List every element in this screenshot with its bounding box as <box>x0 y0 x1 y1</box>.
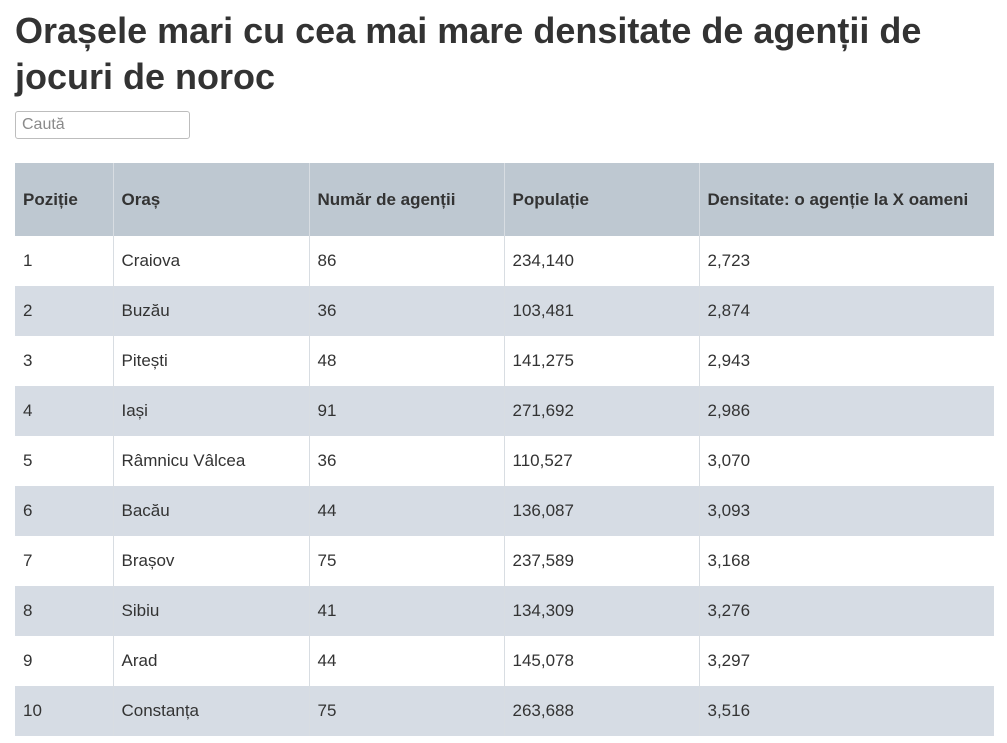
cell-densitate: 2,986 <box>699 386 994 436</box>
cell-densitate: 3,516 <box>699 686 994 736</box>
cell-pozitie: 5 <box>15 436 114 486</box>
cell-densitate: 3,093 <box>699 486 994 536</box>
table-header-row: Poziție Oraș Număr de agenții Populație … <box>15 163 994 236</box>
cell-oras: Râmnicu Vâlcea <box>113 436 310 486</box>
cell-pozitie: 10 <box>15 686 114 736</box>
cell-oras: Sibiu <box>113 586 310 636</box>
cell-densitate: 2,874 <box>699 286 994 336</box>
column-header-densitate[interactable]: Densitate: o agenție la X oameni <box>699 163 994 236</box>
cell-populatie: 103,481 <box>504 286 700 336</box>
cell-numar-agentii: 36 <box>309 286 505 336</box>
cell-populatie: 145,078 <box>504 636 700 686</box>
table-row: 10 Constanța 75 263,688 3,516 <box>15 686 994 736</box>
cell-pozitie: 4 <box>15 386 114 436</box>
cell-numar-agentii: 48 <box>309 336 505 386</box>
data-table: Poziție Oraș Număr de agenții Populație … <box>15 163 994 736</box>
cell-pozitie: 2 <box>15 286 114 336</box>
table-row: 1 Craiova 86 234,140 2,723 <box>15 236 994 286</box>
cell-populatie: 134,309 <box>504 586 700 636</box>
column-header-numar-agentii[interactable]: Număr de agenții <box>309 163 505 236</box>
cell-numar-agentii: 44 <box>309 636 505 686</box>
cell-populatie: 237,589 <box>504 536 700 586</box>
cell-pozitie: 9 <box>15 636 114 686</box>
cell-pozitie: 1 <box>15 236 114 286</box>
table-row: 5 Râmnicu Vâlcea 36 110,527 3,070 <box>15 436 994 486</box>
cell-populatie: 263,688 <box>504 686 700 736</box>
table-row: 3 Pitești 48 141,275 2,943 <box>15 336 994 386</box>
column-header-oras[interactable]: Oraș <box>113 163 310 236</box>
column-header-pozitie[interactable]: Poziție <box>15 163 114 236</box>
cell-populatie: 234,140 <box>504 236 700 286</box>
cell-oras: Brașov <box>113 536 310 586</box>
cell-populatie: 136,087 <box>504 486 700 536</box>
cell-numar-agentii: 75 <box>309 536 505 586</box>
cell-populatie: 110,527 <box>504 436 700 486</box>
cell-oras: Pitești <box>113 336 310 386</box>
cell-densitate: 3,276 <box>699 586 994 636</box>
cell-numar-agentii: 86 <box>309 236 505 286</box>
cell-oras: Bacău <box>113 486 310 536</box>
cell-densitate: 2,943 <box>699 336 994 386</box>
cell-oras: Iași <box>113 386 310 436</box>
cell-numar-agentii: 36 <box>309 436 505 486</box>
cell-numar-agentii: 91 <box>309 386 505 436</box>
cell-pozitie: 7 <box>15 536 114 586</box>
cell-numar-agentii: 75 <box>309 686 505 736</box>
cell-populatie: 141,275 <box>504 336 700 386</box>
cell-pozitie: 3 <box>15 336 114 386</box>
table-row: 4 Iași 91 271,692 2,986 <box>15 386 994 436</box>
cell-oras: Buzău <box>113 286 310 336</box>
cell-densitate: 3,070 <box>699 436 994 486</box>
table-row: 9 Arad 44 145,078 3,297 <box>15 636 994 686</box>
cell-oras: Arad <box>113 636 310 686</box>
cell-pozitie: 8 <box>15 586 114 636</box>
cell-densitate: 2,723 <box>699 236 994 286</box>
cell-populatie: 271,692 <box>504 386 700 436</box>
table-row: 6 Bacău 44 136,087 3,093 <box>15 486 994 536</box>
column-header-populatie[interactable]: Populație <box>504 163 700 236</box>
cell-pozitie: 6 <box>15 486 114 536</box>
cell-oras: Constanța <box>113 686 310 736</box>
search-input[interactable] <box>15 111 190 139</box>
table-row: 7 Brașov 75 237,589 3,168 <box>15 536 994 586</box>
page-title: Orașele mari cu cea mai mare densitate d… <box>15 10 922 97</box>
table-row: 2 Buzău 36 103,481 2,874 <box>15 286 994 336</box>
cell-densitate: 3,297 <box>699 636 994 686</box>
cell-numar-agentii: 41 <box>309 586 505 636</box>
cell-densitate: 3,168 <box>699 536 994 586</box>
table-row: 8 Sibiu 41 134,309 3,276 <box>15 586 994 636</box>
cell-oras: Craiova <box>113 236 310 286</box>
cell-numar-agentii: 44 <box>309 486 505 536</box>
